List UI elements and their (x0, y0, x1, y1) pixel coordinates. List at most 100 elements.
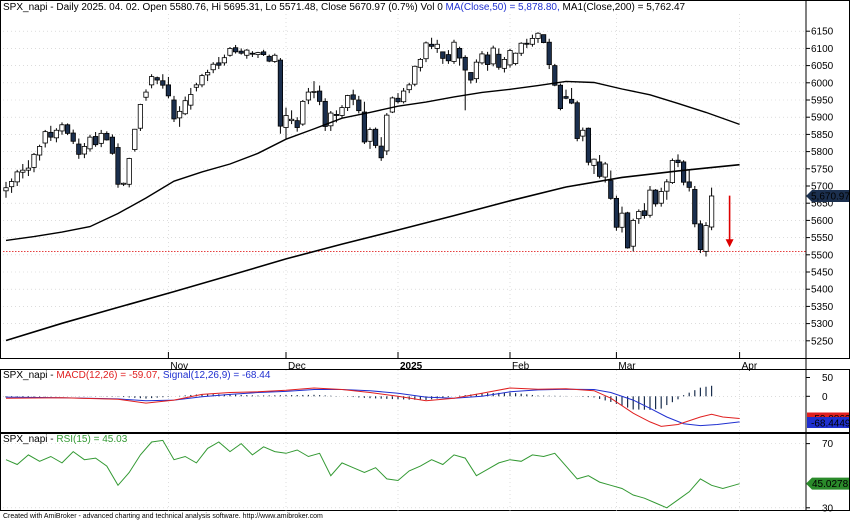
candle-down (109, 136, 115, 154)
candle-down (238, 50, 244, 54)
candle-up (210, 63, 216, 71)
candle-up (636, 211, 642, 220)
candle-down (322, 100, 328, 127)
candle-up (244, 49, 250, 56)
candle-down (428, 43, 435, 47)
candle-down (76, 143, 82, 155)
candle-up (518, 42, 524, 54)
candle-down (597, 161, 603, 177)
candle-down (496, 53, 502, 68)
candle-down (361, 111, 368, 143)
price-tick-label: 5350 (811, 302, 834, 313)
candle-up (501, 59, 508, 69)
rsi-header-rsi: RSI(15) = 45.03 (56, 434, 127, 445)
candle-up (529, 38, 536, 45)
macd-tick-label: 50 (822, 373, 834, 384)
signal-value-label: -68.4449 (811, 419, 850, 430)
macd-header-prefix: SPX_napi - (3, 370, 56, 381)
candle-up (328, 112, 334, 127)
rsi-tick-label: 30 (822, 503, 834, 514)
candle-up (619, 212, 625, 228)
candle-down (333, 114, 340, 116)
candle-up (14, 171, 20, 183)
candle-down (574, 102, 580, 139)
price-tick-label: 5250 (811, 336, 834, 347)
candle-down (692, 189, 698, 225)
candle-up (148, 76, 155, 86)
candle-up (87, 136, 93, 150)
main-header-ma50: MA(Close,50) = 5,878.80, (446, 2, 563, 13)
candle-down (65, 124, 71, 134)
candle-up (8, 181, 15, 188)
time-tick-label: Apr (742, 361, 758, 372)
candle-up (300, 100, 306, 125)
footer-credit: Created with AmiBroker - advanced charti… (3, 513, 323, 520)
candle-down (440, 51, 446, 59)
candle-down (557, 84, 564, 110)
candle-down (48, 131, 54, 138)
candle-up (221, 57, 227, 64)
candle-down (154, 77, 160, 81)
candle-up (367, 129, 373, 142)
candle-up (98, 132, 104, 144)
candle-up (255, 52, 261, 55)
candle-down (524, 42, 530, 45)
price-tick-label: 5700 (811, 182, 834, 193)
rsi-header-prefix: SPX_napi - (3, 434, 56, 445)
ma200-line (5, 163, 740, 342)
macd-header: SPX_napi - MACD(12,26) = -59.07, Signal(… (3, 370, 271, 381)
candle-down (395, 97, 401, 103)
macd-line (5, 387, 740, 427)
price-tick-label: 5950 (811, 96, 834, 107)
last-price-label: 5,670.97 (811, 191, 850, 202)
candle-up (283, 115, 289, 128)
price-tick-label: 5550 (811, 233, 834, 244)
time-tick-label: 2025 (400, 361, 423, 372)
candle-up (227, 48, 233, 56)
price-tick-label: 5300 (811, 319, 834, 330)
candle-up (400, 90, 407, 103)
candle-up (81, 146, 87, 155)
candle-up (490, 47, 496, 65)
candle-down (552, 65, 558, 86)
candle-down (171, 99, 177, 120)
time-tick-label: Mar (618, 361, 636, 372)
candle-down (216, 62, 222, 66)
candle-up (25, 167, 32, 171)
candle-up (451, 41, 457, 62)
candle-up (193, 84, 199, 88)
candle-up (703, 225, 709, 252)
candle-down (546, 41, 552, 65)
candle-up (384, 114, 390, 152)
macd-header-signal: Signal(12,26,9) = -68.44 (163, 370, 271, 381)
candle-down (625, 212, 631, 249)
candle-up (423, 42, 429, 60)
candle-down (681, 161, 687, 183)
price-tick-label: 5600 (811, 216, 834, 227)
price-tick-label: 6000 (811, 78, 834, 89)
candle-down (563, 96, 569, 99)
price-tick-label: 5750 (811, 164, 834, 175)
candle-up (434, 43, 440, 49)
candle-down (350, 94, 356, 100)
price-tick-label: 5450 (811, 268, 834, 279)
candle-up (647, 189, 653, 216)
price-tick-label: 6050 (811, 61, 834, 72)
ma50-line (5, 80, 740, 242)
last-price-tag (806, 189, 849, 202)
rsi-tick-label: 70 (822, 439, 834, 450)
candle-down (104, 132, 110, 141)
candle-down (378, 145, 384, 159)
candle-up (42, 131, 48, 144)
candle-down (541, 34, 547, 43)
candle-up (132, 128, 138, 150)
time-tick-label: Dec (288, 361, 306, 372)
candle-down (641, 210, 648, 216)
time-tick-label: Feb (512, 361, 530, 372)
candle-up (580, 129, 586, 137)
candle-down (456, 48, 463, 59)
candle-down (70, 132, 76, 142)
candle-down (115, 147, 121, 185)
candle-down (160, 80, 166, 86)
